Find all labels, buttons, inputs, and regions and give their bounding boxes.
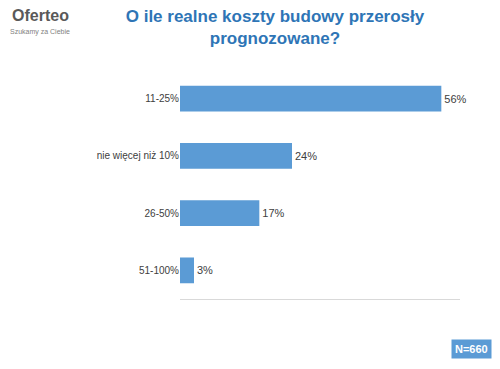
svg-text:N=660: N=660 [455,343,488,355]
svg-text:3%: 3% [197,264,213,276]
svg-text:17%: 17% [262,207,284,219]
svg-text:56%: 56% [444,93,466,105]
svg-text:26-50%: 26-50% [145,208,180,219]
svg-text:Oferteo: Oferteo [12,7,69,24]
svg-text:Szukamy za Ciebie: Szukamy za Ciebie [10,28,70,36]
svg-text:51-100%: 51-100% [139,265,179,276]
svg-text:O ile realne koszty budowy prz: O ile realne koszty budowy przerosłyprog… [126,7,425,48]
svg-text:24%: 24% [295,150,317,162]
svg-text:nie więcej niż 10%: nie więcej niż 10% [97,150,179,161]
svg-text:11-25%: 11-25% [145,93,179,104]
